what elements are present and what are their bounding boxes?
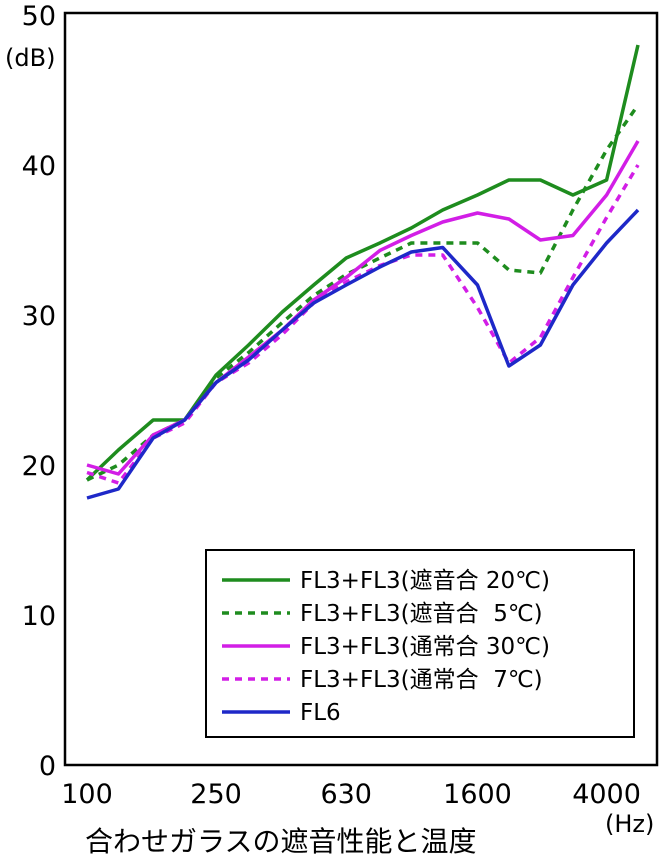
legend-label-2: FL3+FL3(遮音合 5℃) [300, 601, 543, 627]
y-unit-label: (dB) [5, 44, 55, 72]
x-tick-label-1600: 1600 [443, 779, 512, 810]
legend-label-3: FL3+FL3(通常合 30℃) [300, 634, 550, 660]
x-tick-label-4000: 4000 [572, 779, 641, 810]
legend-label-1: FL3+FL3(遮音合 20℃) [300, 568, 550, 594]
y-tick-label-30: 30 [22, 301, 56, 332]
series-line-3 [86, 140, 640, 476]
y-tick-labels: 0 10 20 30 40 50 [22, 1, 56, 782]
legend-label-4: FL3+FL3(通常合 7℃) [300, 667, 543, 693]
x-unit-label: (Hz) [605, 810, 654, 838]
x-tick-label-250: 250 [190, 779, 242, 810]
x-tick-label-100: 100 [61, 779, 113, 810]
legend: FL3+FL3(遮音合 20℃) FL3+FL3(遮音合 5℃) FL3+FL3(通… [205, 549, 635, 738]
y-tick-label-50: 50 [22, 1, 56, 32]
series-line-5 [86, 208, 640, 500]
x-tick-label-630: 630 [320, 779, 372, 810]
x-axis-label: 合わせガラスの遮音性能と温度 [85, 825, 476, 858]
series-line-1 [85, 44, 640, 482]
series-line-2 [86, 103, 640, 482]
series-layer [85, 44, 640, 500]
plot-frame [63, 11, 659, 767]
y-tick-label-20: 20 [22, 451, 56, 482]
y-tick-label-10: 10 [22, 601, 56, 632]
legend-entries: FL3+FL3(遮音合 20℃) FL3+FL3(遮音合 5℃) FL3+FL3(通… [222, 568, 550, 726]
x-tick-labels: 100 250 630 1600 4000 [61, 779, 641, 810]
series-line-4 [86, 164, 640, 485]
y-tick-label-0: 0 [39, 751, 56, 782]
legend-label-5: FL6 [300, 700, 341, 726]
y-tick-label-40: 40 [22, 151, 56, 182]
